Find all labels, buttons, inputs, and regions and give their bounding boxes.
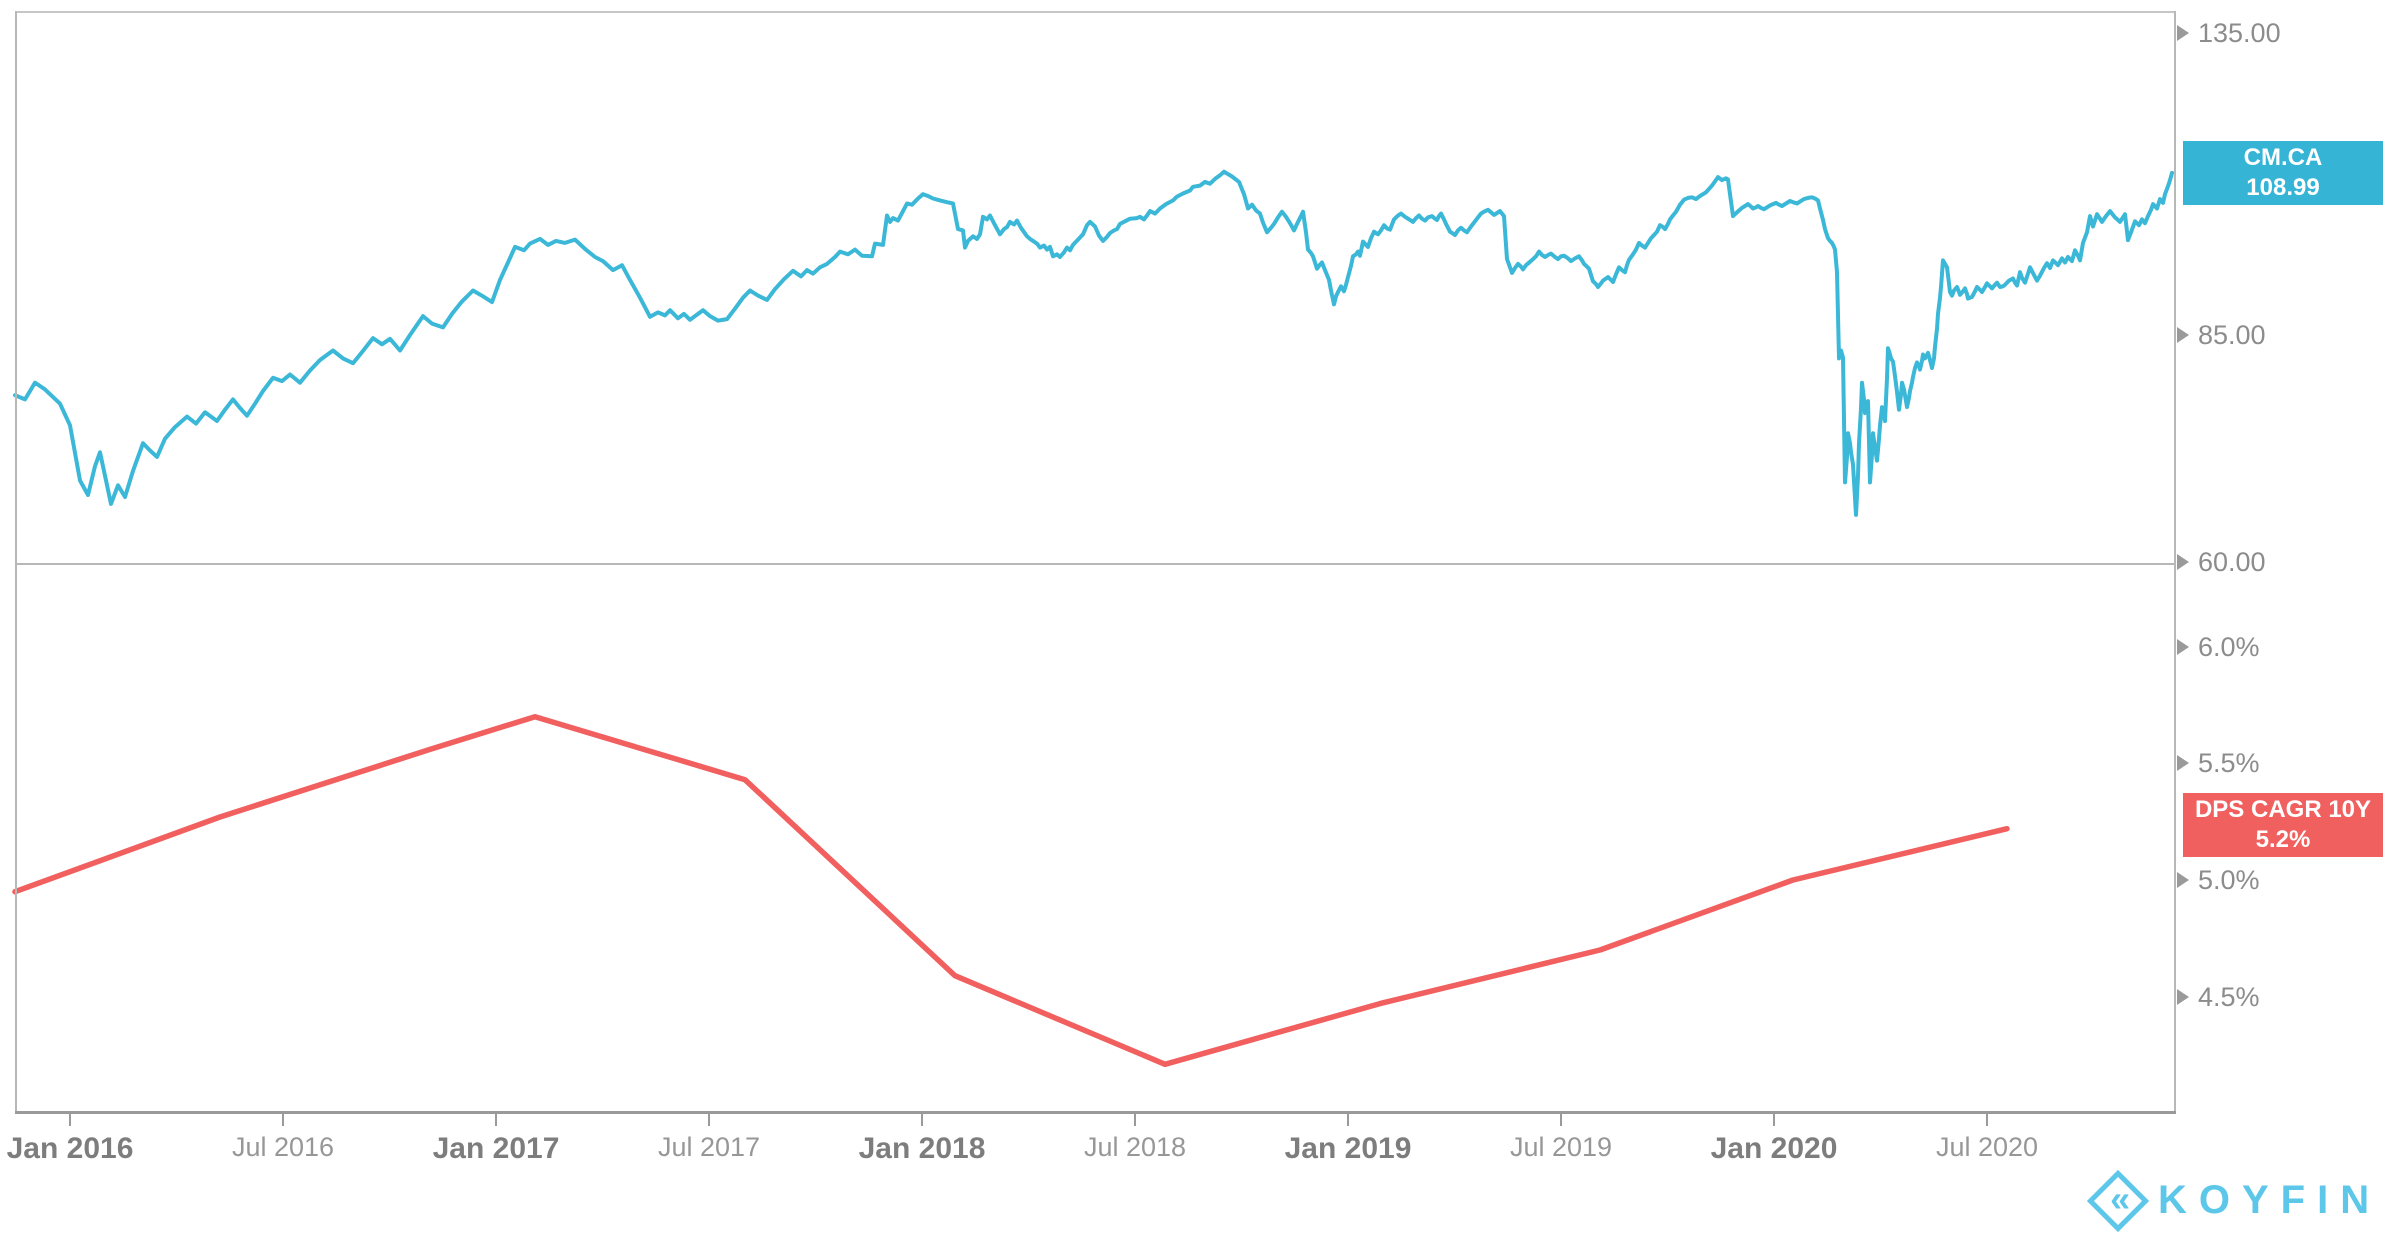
- dps-cagr-line: [12, 713, 2010, 1068]
- x-axis-label: Jan 2018: [858, 1132, 986, 1165]
- price-line: [13, 169, 2174, 517]
- y-axis-tick-arrow: [2177, 25, 2189, 42]
- y-axis-label: 135.00: [2198, 18, 2281, 49]
- y-axis-tick-arrow: [2177, 638, 2189, 655]
- x-axis-label: Jul 2019: [1509, 1132, 1613, 1162]
- x-axis-label: Jul 2016: [231, 1132, 335, 1162]
- price-badge[interactable]: CM.CA 108.99: [2183, 141, 2383, 205]
- plot-top-border: [15, 11, 2176, 13]
- x-axis-label: Jul 2020: [1935, 1132, 2039, 1162]
- y-axis-label: 5.0%: [2198, 865, 2260, 895]
- y-axis-tick-arrow: [2177, 872, 2189, 888]
- koyfin-logo-text: KOYFIN: [2158, 1178, 2382, 1222]
- x-axis-tick: [1347, 1113, 1349, 1126]
- koyfin-diamond-icon: «: [2086, 1169, 2150, 1232]
- y-axis-label: 60.00: [2198, 547, 2266, 578]
- x-axis-label: Jan 2017: [432, 1132, 560, 1165]
- y-axis-label: 4.5%: [2198, 981, 2260, 1012]
- x-axis-tick: [69, 1113, 71, 1126]
- x-axis-tick: [1134, 1113, 1136, 1126]
- x-axis-tick: [282, 1113, 284, 1126]
- x-axis-tick: [1773, 1113, 1775, 1126]
- x-axis-label: Jul 2017: [657, 1132, 761, 1162]
- x-axis-tick: [495, 1113, 497, 1126]
- y-axis-label: 6.0%: [2198, 631, 2260, 662]
- y-axis-tick-arrow: [2177, 988, 2189, 1005]
- y-axis-tick-arrow: [2177, 554, 2189, 571]
- y-axis-tick-arrow: [2177, 755, 2189, 772]
- x-axis-label: Jan 2016: [6, 1132, 134, 1165]
- x-axis-tick: [1986, 1113, 1988, 1126]
- x-axis-label: Jan 2019: [1284, 1132, 1412, 1165]
- x-axis-tick: [921, 1113, 923, 1126]
- dps-badge-metric: DPS CAGR 10Y: [2194, 796, 2372, 823]
- y-axis-label: 5.5%: [2198, 748, 2260, 779]
- x-axis-line: [15, 1111, 2176, 1114]
- plot-right-border: [2174, 11, 2176, 1114]
- y-axis-tick-arrow: [2177, 327, 2189, 343]
- dps-cagr-badge[interactable]: DPS CAGR 10Y 5.2%: [2183, 793, 2383, 857]
- koyfin-logo: « KOYFIN: [2086, 1169, 2382, 1232]
- price-badge-value: 108.99: [2246, 174, 2320, 201]
- y-axis-label: 85.00: [2198, 320, 2266, 350]
- plot-left-border: [15, 11, 17, 1114]
- price-badge-ticker: CM.CA: [2243, 144, 2323, 171]
- x-axis-tick: [708, 1113, 710, 1126]
- dps-badge-value: 5.2%: [2255, 826, 2311, 853]
- x-axis-label: Jan 2020: [1710, 1132, 1838, 1165]
- panel-divider: [15, 563, 2176, 565]
- x-axis-tick: [1560, 1113, 1562, 1126]
- x-axis-label: Jul 2018: [1083, 1132, 1187, 1162]
